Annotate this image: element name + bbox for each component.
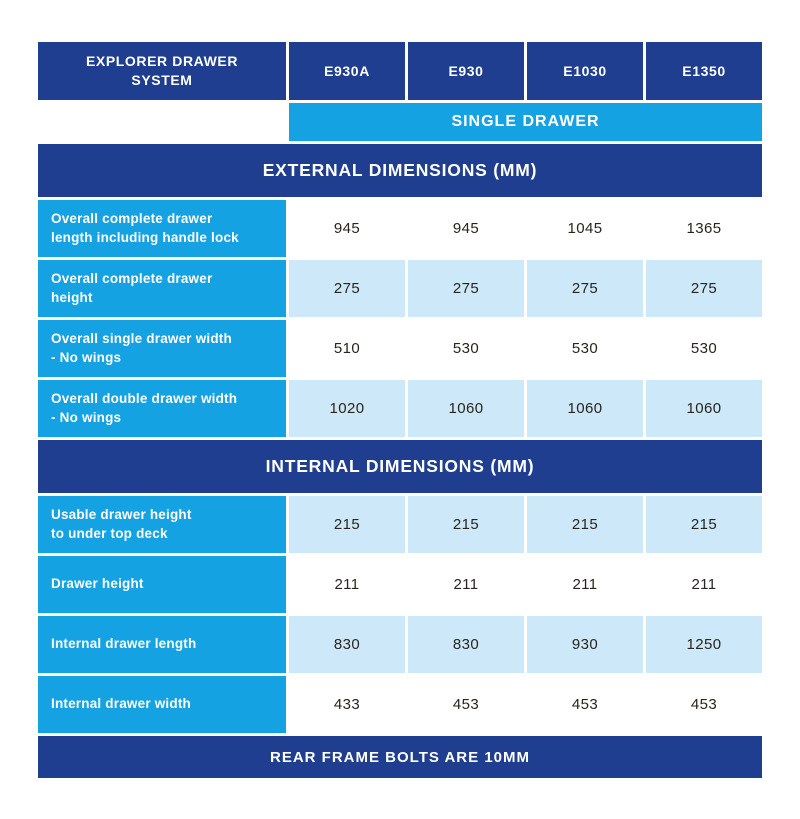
value-cell: 275 — [646, 260, 762, 317]
value-cell: 1060 — [408, 380, 524, 437]
value-cell: 1060 — [527, 380, 643, 437]
value-cell: 945 — [408, 200, 524, 257]
row-label: Overall double drawer width - No wings — [38, 380, 286, 437]
row-label: Overall complete drawer height — [38, 260, 286, 317]
row-label: Internal drawer width — [38, 676, 286, 733]
table-footer: REAR FRAME BOLTS ARE 10MM — [38, 736, 762, 778]
value-cell: 530 — [408, 320, 524, 377]
row-label: Usable drawer height to under top deck — [38, 496, 286, 553]
value-cell: 830 — [408, 616, 524, 673]
value-cell: 1060 — [646, 380, 762, 437]
single-drawer-subheader: SINGLE DRAWER — [289, 103, 762, 141]
value-cell: 830 — [289, 616, 405, 673]
value-cell: 530 — [646, 320, 762, 377]
row-label: Overall complete drawer length including… — [38, 200, 286, 257]
value-cell: 433 — [289, 676, 405, 733]
value-cell: 215 — [527, 496, 643, 553]
value-cell: 1020 — [289, 380, 405, 437]
section-banner-external: EXTERNAL DIMENSIONS (MM) — [38, 144, 762, 197]
value-cell: 215 — [646, 496, 762, 553]
value-cell: 930 — [527, 616, 643, 673]
value-cell: 275 — [289, 260, 405, 317]
value-cell: 215 — [408, 496, 524, 553]
value-cell: 510 — [289, 320, 405, 377]
row-label: Overall single drawer width - No wings — [38, 320, 286, 377]
value-cell: 453 — [527, 676, 643, 733]
spec-table: EXPLORER DRAWER SYSTEM E930A E930 E1030 … — [38, 42, 762, 778]
row-label: Drawer height — [38, 556, 286, 613]
value-cell: 211 — [527, 556, 643, 613]
row-label: Internal drawer length — [38, 616, 286, 673]
value-cell: 530 — [527, 320, 643, 377]
header-title-cell: EXPLORER DRAWER SYSTEM — [38, 42, 286, 100]
value-cell: 215 — [289, 496, 405, 553]
empty-cell — [38, 103, 286, 141]
section-banner-internal: INTERNAL DIMENSIONS (MM) — [38, 440, 762, 493]
value-cell: 275 — [408, 260, 524, 317]
value-cell: 211 — [289, 556, 405, 613]
value-cell: 945 — [289, 200, 405, 257]
column-header-e1350: E1350 — [646, 42, 762, 100]
value-cell: 211 — [646, 556, 762, 613]
value-cell: 275 — [527, 260, 643, 317]
value-cell: 1365 — [646, 200, 762, 257]
value-cell: 453 — [408, 676, 524, 733]
value-cell: 1045 — [527, 200, 643, 257]
column-header-e930: E930 — [408, 42, 524, 100]
column-header-e930a: E930A — [289, 42, 405, 100]
column-header-e1030: E1030 — [527, 42, 643, 100]
value-cell: 1250 — [646, 616, 762, 673]
value-cell: 453 — [646, 676, 762, 733]
value-cell: 211 — [408, 556, 524, 613]
